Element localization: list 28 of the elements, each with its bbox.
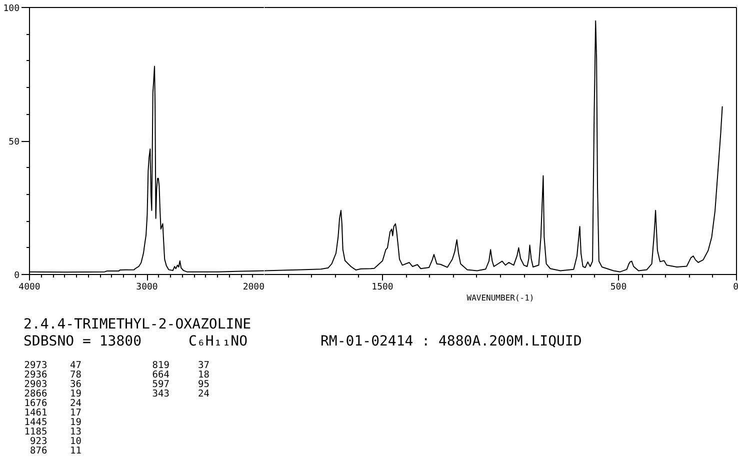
text: 2903 36 [24,379,82,390]
x-axis-title: WAVENUMBER(-1) [466,294,534,302]
x-tick-label: 0 [733,282,738,292]
x-tick-label: 1500 [372,282,394,292]
text: RM-01-02414 : 4880A.200M.LIQUID [320,334,582,350]
text: 343 24 [152,388,210,400]
text: 664 18 [152,370,210,380]
x-tick-label: 3000 [136,282,158,292]
text: 2973 47 [24,360,82,371]
text: 1445 19 [24,417,82,428]
text: 2.4.4-TRIMETHYL-2-OXAZOLINE [24,316,252,332]
text: 1461 17 [24,408,82,418]
y-tick-label: 0 [14,271,20,281]
text: 597 95 [152,379,210,390]
y-tick-label: 50 [8,138,20,148]
text: SDBSNO = 13800 [24,334,142,350]
text: 1185 13 [24,426,82,438]
x-tick-label: 500 [610,282,627,292]
text: 1676 24 [24,398,82,409]
text: 819 37 [152,360,210,371]
text: 2866 19 [24,388,82,400]
y-tick-label: 100 [3,4,20,14]
text: 2936 78 [24,370,82,380]
text: 876 11 [30,446,82,456]
x-tick-label: 4000 [18,282,40,292]
text: C₆H₁₁NO [188,334,248,350]
text: 923 10 [30,436,82,447]
x-tick-label: 2000 [242,282,265,292]
